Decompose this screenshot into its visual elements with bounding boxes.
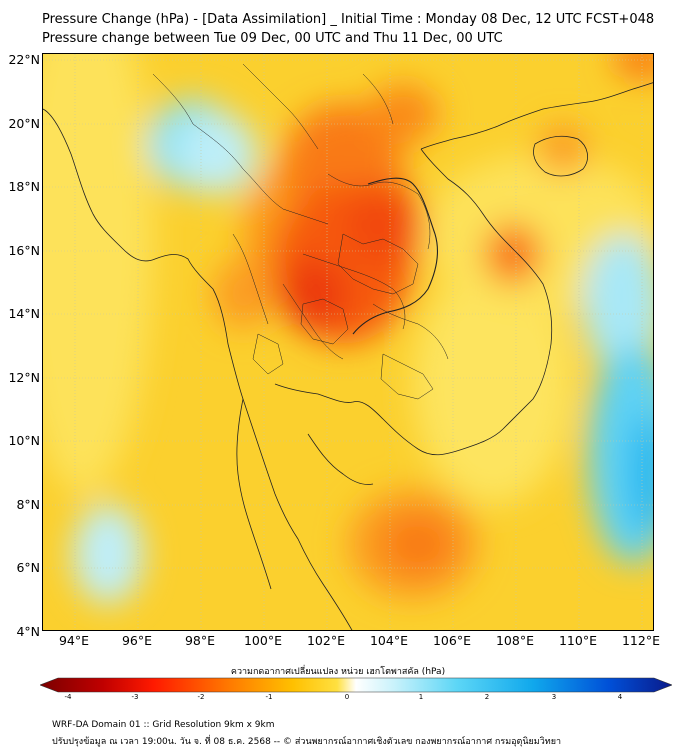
lat-tick: 14°N [8,306,40,321]
colorbar-tick: -1 [265,693,273,701]
colorbar-tick: -4 [64,693,72,701]
lon-tick: 102°E [306,633,345,648]
map-subtitle: Pressure change between Tue 09 Dec, 00 U… [42,31,503,46]
colorbar-tick: 3 [551,693,557,701]
pressure-change-field [43,54,653,630]
lon-tick: 112°E [621,633,660,648]
colorbar-tick: 4 [617,693,623,701]
lon-tick: 96°E [121,633,153,648]
lat-tick: 22°N [8,52,40,67]
lat-tick: 18°N [8,179,40,194]
lat-tick: 8°N [16,497,40,512]
admin-boundaries [152,63,449,400]
lon-tick: 94°E [58,633,90,648]
map-panel [42,53,654,631]
colorbar-tick: -3 [131,693,139,701]
lon-tick: 108°E [495,633,534,648]
colorbar-tick: 2 [484,693,490,701]
colorbar-tick: 1 [418,693,424,701]
lon-tick: 104°E [369,633,408,648]
map-title: Pressure Change (hPa) - [Data Assimilati… [42,12,655,27]
footer-domain-info: WRF-DA Domain 01 :: Grid Resolution 9km … [52,720,275,730]
coastlines [43,82,653,630]
lon-tick: 100°E [243,633,282,648]
thailand-border [352,177,438,335]
lon-tick: 110°E [558,633,597,648]
lat-tick: 20°N [8,116,40,131]
lon-tick: 106°E [432,633,471,648]
lat-tick: 4°N [16,624,40,639]
lat-tick: 10°N [8,433,40,448]
colorbar-tick: 0 [344,693,350,701]
footer-credit: ปรับปรุงข้อมูล ณ เวลา 19:00น. วัน จ. ที่… [52,737,562,747]
colorbar [40,677,672,693]
colorbar-tick: -2 [197,693,205,701]
lat-tick: 6°N [16,560,40,575]
colorbar-label: ความกดอากาศเปลี่ยนแปลง หน่วย เฮกโตพาสคัล… [230,667,446,677]
lon-tick: 98°E [184,633,216,648]
lat-tick: 12°N [8,370,40,385]
lat-tick: 16°N [8,243,40,258]
